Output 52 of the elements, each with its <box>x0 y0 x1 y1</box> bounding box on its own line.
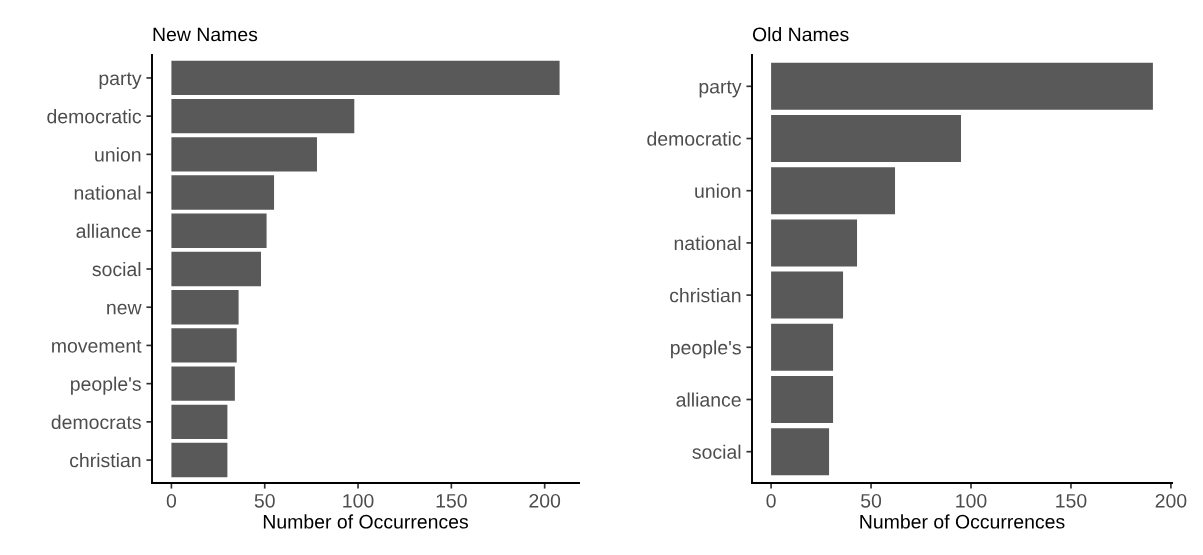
y-tick-label: christian <box>670 288 741 303</box>
y-tick-label: party <box>99 72 142 90</box>
y-tick-label: people's <box>671 340 741 359</box>
y-tick-label: union <box>95 147 141 162</box>
x-tick-label: 50 <box>861 493 882 508</box>
chart-title: Old Names <box>752 27 849 42</box>
bar <box>171 404 228 440</box>
y-tick-label: new <box>107 303 142 315</box>
bar <box>771 323 834 371</box>
y-tick-label: party <box>699 80 742 98</box>
bar <box>171 137 317 172</box>
x-tick-label: 150 <box>1056 493 1087 508</box>
bar <box>171 213 267 248</box>
bar <box>771 271 844 319</box>
x-tick-label: 100 <box>956 493 987 508</box>
y-tick-label: christian <box>70 453 141 468</box>
y-tick-label: democrats <box>51 414 141 430</box>
bar <box>771 428 830 476</box>
x-tick-label: 200 <box>1155 493 1187 508</box>
bar <box>771 219 858 267</box>
bar <box>771 167 896 215</box>
y-tick-label: national <box>674 235 741 251</box>
bar <box>171 98 355 134</box>
bar <box>171 175 275 210</box>
y-tick-label: democratic <box>647 131 742 146</box>
x-tick-label: 200 <box>529 493 561 508</box>
y-tick-label: alliance <box>76 223 141 239</box>
x-axis-title: Number of Occurrences <box>860 514 1065 529</box>
x-tick-label: 50 <box>254 493 275 508</box>
y-tick-label: social <box>692 444 741 459</box>
y-tick-label: social <box>92 261 141 277</box>
chart-title: New Names <box>153 27 258 42</box>
x-axis-title: Number of Occurrences <box>263 514 468 529</box>
y-tick-label: union <box>695 183 741 198</box>
y-tick-label: people's <box>71 376 141 395</box>
bar <box>771 62 1153 110</box>
y-tick-label: national <box>74 185 141 200</box>
x-tick-label: 0 <box>166 493 177 508</box>
bar <box>771 376 834 423</box>
bar <box>171 442 228 478</box>
y-tick-label: movement <box>52 339 142 353</box>
bar <box>171 328 237 363</box>
bar <box>171 290 239 325</box>
x-tick-label: 100 <box>343 493 374 508</box>
bar <box>171 60 560 96</box>
bar <box>171 251 261 287</box>
bar <box>771 115 961 162</box>
bar <box>171 366 235 401</box>
y-tick-label: alliance <box>676 392 741 407</box>
x-tick-label: 0 <box>766 493 776 508</box>
x-tick-label: 150 <box>436 493 467 508</box>
y-tick-label: democratic <box>47 109 142 124</box>
